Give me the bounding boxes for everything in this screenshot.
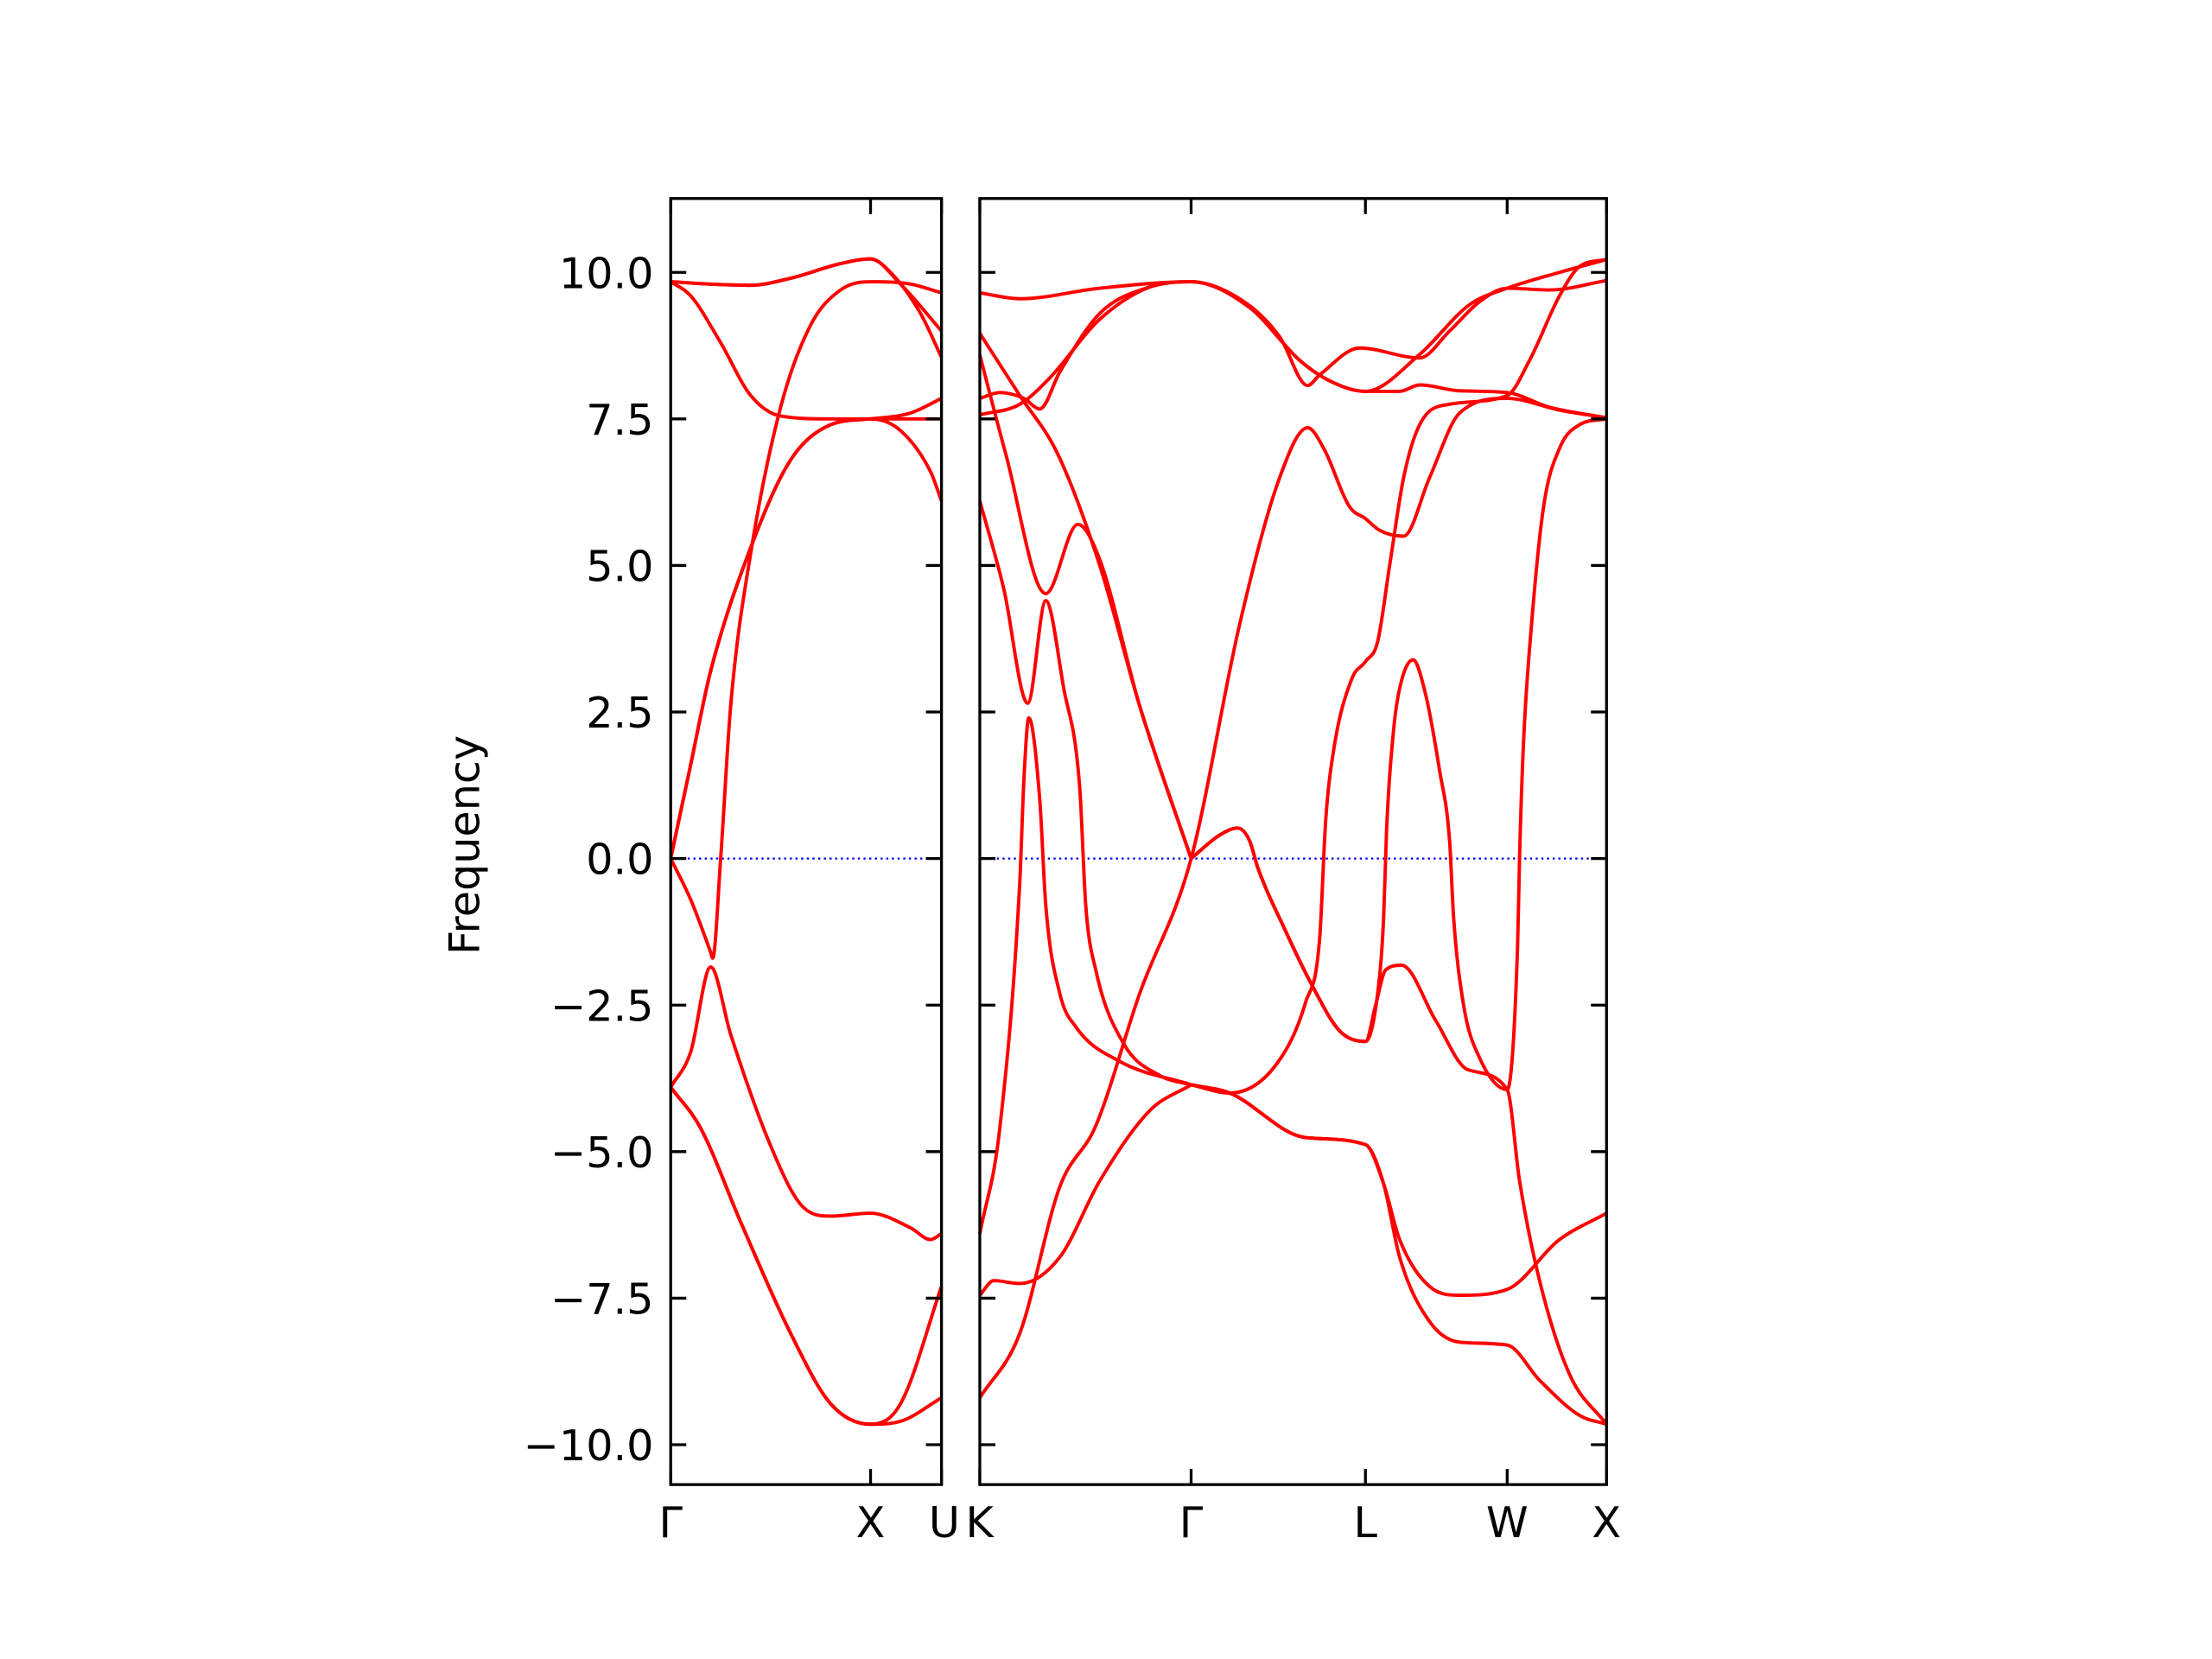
- panel-frame: [978, 197, 1608, 1486]
- y-tick-label: 10.0: [559, 248, 654, 298]
- band-line-8: [978, 397, 1607, 1399]
- x-tick-label: Γ: [1179, 1497, 1204, 1548]
- band-line-4: [978, 354, 1193, 860]
- band-line-5: [669, 397, 943, 860]
- band-line-3: [670, 280, 942, 421]
- y-tick-label: 2.5: [586, 688, 653, 738]
- x-tick-label: L: [1354, 1497, 1378, 1548]
- band-line-8: [669, 1086, 944, 1427]
- band-line-5: [978, 332, 1193, 860]
- x-tick-label: K: [966, 1497, 995, 1548]
- x-tick-label: W: [1486, 1497, 1529, 1548]
- band-line-14: [1191, 1083, 1607, 1427]
- band-line-9: [978, 1083, 1192, 1297]
- band-line-6: [669, 280, 943, 960]
- band-line-1: [979, 278, 1607, 388]
- y-tick-label: −10.0: [524, 1421, 654, 1471]
- band-line-2: [979, 257, 1607, 411]
- panel-frame: [669, 197, 944, 1486]
- band-line-7: [978, 715, 1192, 1235]
- x-tick-label: U: [929, 1497, 960, 1548]
- band-line-7: [669, 965, 943, 1242]
- y-tick-label: 7.5: [586, 395, 653, 445]
- x-tick-label: X: [1592, 1497, 1621, 1548]
- x-tick-label: Γ: [658, 1497, 683, 1548]
- band-line-9: [669, 1086, 943, 1427]
- y-tick-label: −2.5: [550, 981, 654, 1031]
- y-tick-label: 0.0: [586, 835, 653, 885]
- y-tick-label: 5.0: [586, 541, 653, 591]
- band-line-2: [671, 257, 944, 333]
- y-tick-label: −7.5: [550, 1274, 654, 1324]
- band-line-3: [979, 280, 1607, 420]
- band-line-10: [1190, 826, 1608, 1426]
- band-line-11: [1190, 416, 1607, 1091]
- y-tick-label: −5.0: [550, 1128, 654, 1178]
- band-line-13: [1191, 1083, 1608, 1297]
- x-tick-label: X: [856, 1497, 886, 1548]
- band-line-12: [1191, 257, 1607, 1095]
- band-line-4: [669, 416, 944, 860]
- y-axis-label: Frequency: [440, 735, 490, 955]
